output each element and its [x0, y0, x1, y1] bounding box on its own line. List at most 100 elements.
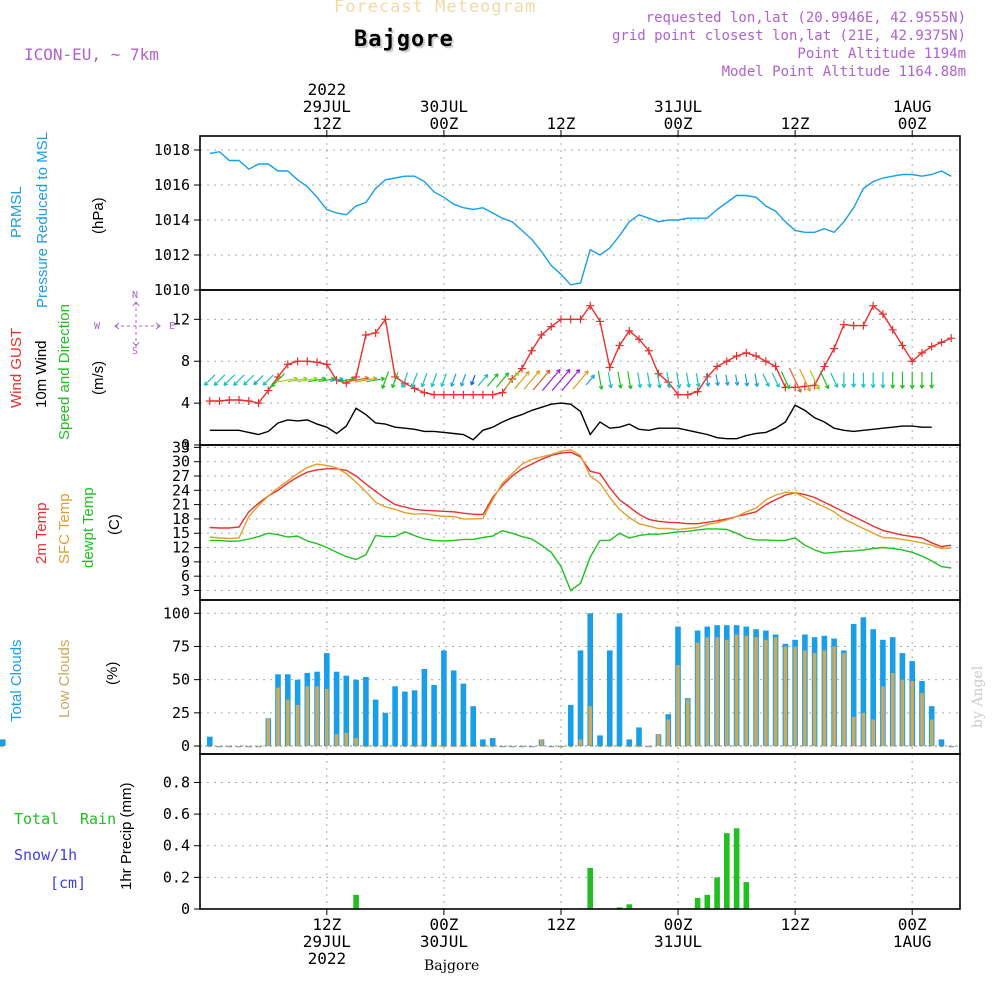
gust-point	[859, 321, 868, 330]
wind-arrow	[656, 372, 662, 389]
y-tick-label: 15	[172, 524, 190, 542]
bar-low-clouds	[744, 635, 749, 746]
bar-low-clouds	[734, 634, 739, 746]
panel-border	[199, 289, 961, 446]
wind-arrow	[495, 372, 510, 388]
bar-low-clouds	[793, 646, 797, 747]
gust-point	[752, 351, 761, 360]
gust-point	[615, 341, 624, 350]
bar-total-rain	[626, 904, 633, 909]
gust-point	[469, 390, 478, 399]
bar-low-clouds	[227, 746, 232, 748]
bar-total-rain	[724, 833, 730, 909]
wind-arrow	[253, 375, 264, 386]
gust-point	[517, 364, 526, 373]
bar-low-clouds	[539, 739, 544, 746]
bar-total-clouds	[0, 739, 6, 746]
gust-point	[586, 301, 595, 310]
bar-low-clouds	[705, 637, 710, 747]
wind-arrow	[637, 372, 643, 389]
wind-arrow	[270, 373, 286, 388]
bar-total-rain	[714, 877, 720, 909]
bar-low-clouds	[725, 639, 729, 746]
model-label: ICON-EU, ~ 7km	[24, 45, 159, 64]
panel-border	[199, 444, 961, 601]
bar-low-clouds	[929, 719, 934, 747]
bar-low-clouds	[208, 746, 212, 748]
bar-low-clouds	[393, 746, 397, 748]
wind-arrow	[572, 370, 589, 390]
bar-low-clouds	[803, 650, 807, 746]
gust-point	[488, 390, 497, 399]
bar-low-clouds	[656, 734, 661, 746]
bar-low-clouds	[764, 639, 768, 746]
wind-arrow	[233, 374, 245, 386]
bar-total-rain	[733, 828, 740, 909]
bar-low-clouds	[364, 746, 368, 748]
gust-point	[498, 388, 507, 397]
series-10m-wind	[209, 402, 932, 441]
wind-arrow	[851, 372, 857, 388]
compass-e: E	[169, 321, 176, 332]
wind-arrow	[381, 371, 390, 389]
bar-low-clouds	[237, 746, 241, 748]
bar-low-clouds	[412, 746, 417, 748]
wind-arrow	[809, 370, 820, 391]
top-time-label: 30JUL	[420, 97, 468, 116]
bar-low-clouds	[247, 746, 251, 748]
gust-point	[771, 362, 780, 371]
wind-arrow	[450, 373, 457, 387]
bar-low-clouds	[266, 718, 271, 747]
model-altitude: Model Point Altitude 1164.88m	[721, 64, 966, 80]
y-tick-label: 24	[172, 481, 190, 499]
point-altitude: Point Altitude 1194m	[797, 46, 966, 62]
bar-total-clouds	[616, 613, 623, 747]
gust-point	[713, 362, 722, 371]
y-tick-label: 0.2	[163, 868, 190, 886]
gust-point	[820, 362, 829, 371]
panel-border	[199, 135, 961, 291]
bar-low-clouds	[939, 746, 944, 748]
wind-direction-arrows	[203, 367, 935, 393]
wind-arrow	[627, 371, 633, 390]
bar-low-clouds	[920, 692, 924, 746]
bar-low-clouds	[451, 746, 456, 748]
bar-total-clouds	[421, 669, 428, 746]
bar-low-clouds	[471, 746, 475, 748]
bottom-time-label: 30JUL	[420, 932, 468, 951]
gust-point	[908, 357, 917, 366]
bar-low-clouds	[637, 746, 641, 748]
wind-arrow	[410, 372, 418, 388]
wind-arrow	[880, 372, 886, 389]
bar-low-clouds	[608, 746, 612, 748]
wind-arrow	[890, 371, 896, 389]
bar-total-clouds	[870, 629, 876, 746]
bottom-time-label: 1AUG	[893, 932, 932, 951]
bar-total-clouds	[626, 739, 633, 746]
gust-point	[674, 390, 683, 399]
bottom-time-label: 00Z	[898, 915, 927, 934]
bar-total-clouds	[567, 704, 574, 747]
bar-low-clouds	[617, 746, 622, 748]
top-time-label: 12Z	[781, 114, 810, 133]
wind-arrow	[771, 372, 780, 388]
bar-low-clouds	[676, 665, 680, 747]
bar-total-clouds	[577, 650, 584, 746]
wind-arrow	[685, 372, 691, 388]
bar-low-clouds	[520, 746, 524, 748]
gust-point	[322, 360, 331, 369]
bar-low-clouds	[568, 746, 573, 748]
bar-low-clouds	[286, 699, 290, 747]
bar-total-clouds	[382, 712, 389, 746]
gust-point	[947, 334, 956, 343]
gust-point	[313, 358, 322, 367]
gust-point	[381, 315, 390, 324]
wind-arrow	[754, 373, 760, 388]
gust-point	[478, 390, 487, 399]
y-tick-label: 1016	[154, 176, 190, 194]
wind-arrow	[585, 374, 596, 386]
gust-point	[439, 390, 448, 399]
gust-point	[264, 386, 273, 395]
top-time-label: 1AUG	[893, 97, 932, 116]
gust-point	[537, 331, 546, 340]
